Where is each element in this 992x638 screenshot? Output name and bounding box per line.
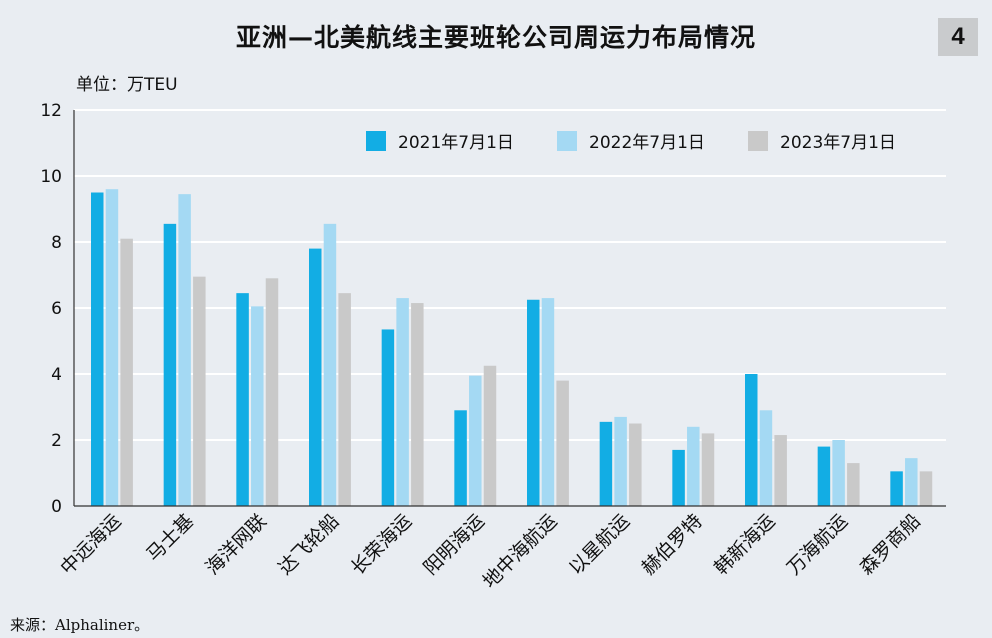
x-tick-label: 以星航运: [565, 510, 634, 579]
chart-title: 亚洲—北美航线主要班轮公司周运力布局情况: [235, 23, 756, 52]
legend-label: 2021年7月1日: [398, 133, 514, 153]
bar-3: [847, 463, 860, 506]
bar-1: [599, 421, 613, 506]
y-tick-label: 12: [40, 101, 62, 121]
bar-3: [193, 276, 206, 506]
bar-3: [629, 423, 642, 506]
source-note: 来源：Alphaliner。: [10, 616, 150, 634]
x-tick-label: 韩新海运: [710, 510, 779, 579]
x-tick-label: 赫伯罗特: [638, 510, 707, 579]
bar-1: [745, 374, 758, 506]
bar-3: [483, 365, 497, 506]
page-number-badge: 4: [938, 18, 978, 56]
bar-1: [309, 248, 322, 506]
bar-3: [265, 278, 279, 506]
x-tick-label: 海洋网联: [202, 510, 271, 579]
bar-3: [120, 238, 133, 506]
bar-3: [701, 433, 715, 506]
bar-2: [759, 410, 773, 506]
bar-1: [527, 299, 540, 506]
bar-1: [163, 223, 177, 506]
x-tick-label: 达飞轮船: [274, 510, 343, 579]
bars: [91, 189, 933, 506]
bar-3: [919, 471, 933, 506]
bar-1: [91, 192, 104, 506]
x-tick-label: 中远海运: [56, 510, 125, 579]
x-tick-label: 地中海航运: [479, 510, 562, 593]
bar-3: [774, 435, 787, 506]
bar-2: [469, 375, 482, 506]
bar-2: [396, 298, 409, 506]
x-tick-label: 阳明海运: [420, 510, 489, 579]
bar-3: [556, 380, 569, 506]
bar-1: [890, 471, 903, 506]
legend-label: 2022年7月1日: [589, 133, 705, 153]
bar-2: [832, 440, 845, 506]
bar-1: [454, 410, 467, 506]
bar-2: [105, 189, 119, 506]
x-tick-label: 森罗商船: [856, 510, 925, 579]
bar-2: [323, 223, 337, 506]
legend-swatch: [366, 131, 386, 151]
y-tick-label: 6: [51, 299, 62, 319]
bar-2: [614, 416, 627, 506]
x-tick-label: 马士基: [142, 510, 198, 566]
bar-2: [905, 458, 918, 506]
bar-2: [541, 298, 555, 506]
y-tick-label: 0: [51, 497, 62, 517]
y-tick-label: 4: [51, 365, 62, 385]
x-tick-label: 万海航运: [783, 510, 852, 579]
bar-2: [687, 426, 700, 506]
bar-1: [236, 293, 249, 506]
x-tick-label: 长荣海运: [347, 510, 416, 579]
y-tick-label: 8: [51, 233, 62, 253]
legend-swatch: [748, 131, 768, 151]
bar-1: [381, 329, 395, 506]
bar-2: [251, 306, 264, 506]
legend-swatch: [557, 131, 577, 151]
legend-label: 2023年7月1日: [780, 133, 896, 153]
grid-lines: [74, 109, 946, 441]
y-axis-unit-label: 单位：万TEU: [76, 75, 178, 95]
y-tick-label: 10: [40, 167, 62, 187]
y-tick-label: 2: [51, 431, 62, 451]
bar-2: [178, 194, 191, 506]
bar-1: [672, 449, 685, 506]
bar-3: [411, 303, 424, 506]
bar-1: [817, 446, 831, 506]
legend: 2021年7月1日 2022年7月1日 2023年7月1日: [366, 131, 896, 153]
bar-3: [338, 293, 351, 506]
